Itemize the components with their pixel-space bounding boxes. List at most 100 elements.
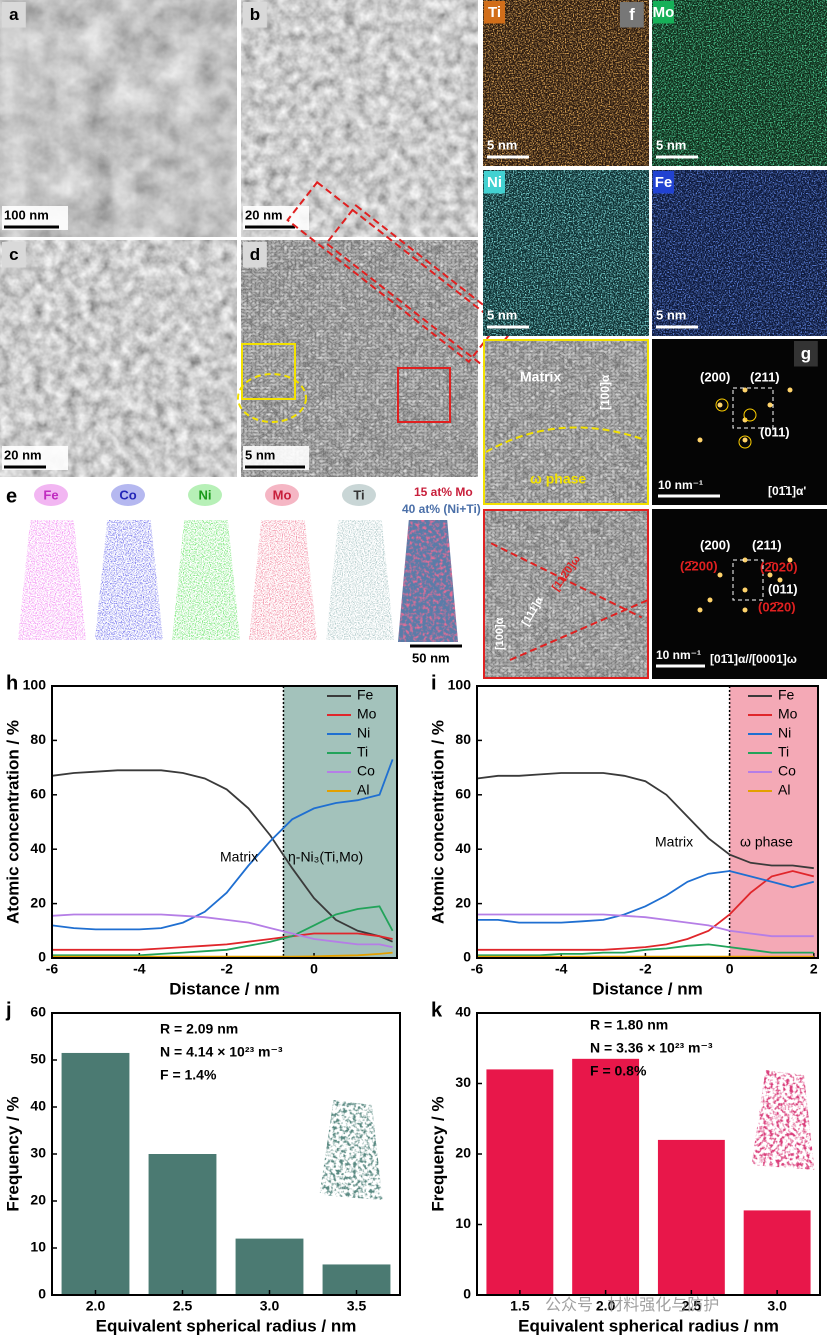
label: (200) [700,537,730,552]
fft-box [732,387,774,429]
label: 10 nm⁻¹ [658,478,703,492]
label-box [794,341,818,367]
label: (02̄20) [758,599,796,614]
label-box [620,2,644,28]
plot-frame [476,685,819,959]
y-tick-label: 60 [30,786,46,802]
label: (011) [768,581,798,596]
fft-spot [767,402,773,408]
plot-frame [51,685,398,959]
scale-bar-label: 100 nm [4,207,49,222]
y-tick-label: 20 [30,1192,46,1208]
fft-ring [743,408,757,422]
label: [100]α [598,374,612,410]
annotation: R = 1.80 nm [590,1017,668,1033]
scale-bar-label: 20 nm [245,207,283,222]
apt-cone [249,520,317,640]
eds-map [483,170,649,336]
y-tick-label: 30 [30,1145,46,1161]
red-dash [490,542,643,619]
fft-ring [738,435,752,449]
fft-spot [742,607,748,613]
series-line [477,870,815,951]
x-tick-label: 2 [810,961,818,977]
label: (200) [700,369,730,384]
legend-label: Co [778,763,796,779]
x-tick-label: 3.5 [347,1298,367,1314]
y-tick-label: 40 [30,1098,46,1114]
bar [743,1210,811,1295]
fft-spot [697,437,703,443]
label: ω phase [530,471,586,487]
label: (2̄200) [680,558,718,573]
legend-label: Ni [778,725,791,741]
legend-label: Fe [357,687,374,703]
phase-region [283,686,397,958]
label-box [243,2,267,28]
x-tick-label: 3.0 [767,1298,787,1314]
label: (011) [760,424,790,439]
label: (2̄020) [760,559,798,574]
y-tick-label: 50 [30,1051,46,1067]
y-tick-label: 40 [455,840,471,856]
apt-inset [319,1100,383,1200]
legend-label: Al [778,782,790,798]
y-tick-label: 0 [38,1286,46,1302]
y-tick-label: 80 [30,731,46,747]
fft-spot [787,557,793,563]
panel-label: d [250,245,260,264]
x-tick-label: 2.5 [173,1298,193,1314]
y-tick-label: 100 [448,677,472,693]
annotation: R = 2.09 nm [160,1021,238,1037]
apt-iso [398,520,458,642]
y-tick-label: 10 [455,1215,471,1231]
x-tick-label: -4 [555,961,568,977]
label-box [2,2,26,28]
yellow-square [241,343,296,400]
label-box [653,171,674,194]
y-tick-label: 10 [30,1239,46,1255]
scale-bar-label: 5 nm [656,307,686,322]
series-line [477,943,814,957]
plot-frame [51,1012,401,1296]
x-tick-label: -4 [133,961,146,977]
y-tick-label: 0 [463,1286,471,1302]
panel-label: a [9,5,19,24]
label-box [653,1,674,24]
hrtem [483,339,649,505]
hrtem-frame [483,509,649,679]
annotation: η-Ni₃(Ti,Mo) [288,849,363,865]
x-tick-label: -2 [639,961,652,977]
fft-spot [742,417,748,423]
eds-map [652,170,827,336]
y-tick-label: 80 [455,731,471,747]
legend-label: Fe [778,687,795,703]
y-tick-label: 60 [455,786,471,802]
red-square [397,367,451,423]
legend-label: Ni [357,725,370,741]
y-axis-label: Atomic concentration / % [3,720,22,924]
fft-spot [787,387,793,393]
label: Co [119,487,136,502]
label: 15 at% Mo [414,485,473,499]
micrograph [241,0,478,237]
panel-label: i [431,672,437,694]
series-line [476,772,814,870]
series-line [51,769,393,943]
label-box [2,242,26,268]
x-axis-label: Equivalent spherical radius / nm [518,1316,779,1335]
scale-bar-label: 50 nm [412,650,450,665]
bar [148,1154,217,1295]
phase-boundary [485,426,646,453]
bar [61,1052,130,1295]
series-line [477,913,814,938]
label: Ti [353,487,364,502]
label: [01̄1]α//[0001]ω [710,652,797,666]
annotation: Matrix [655,834,693,850]
red-dash [509,599,649,661]
panel-label: g [801,344,811,363]
y-axis-label: Frequency / % [428,1096,447,1211]
legend-label: Ti [778,744,789,760]
label: (211) [750,369,780,384]
plot-frame [476,1012,821,1296]
